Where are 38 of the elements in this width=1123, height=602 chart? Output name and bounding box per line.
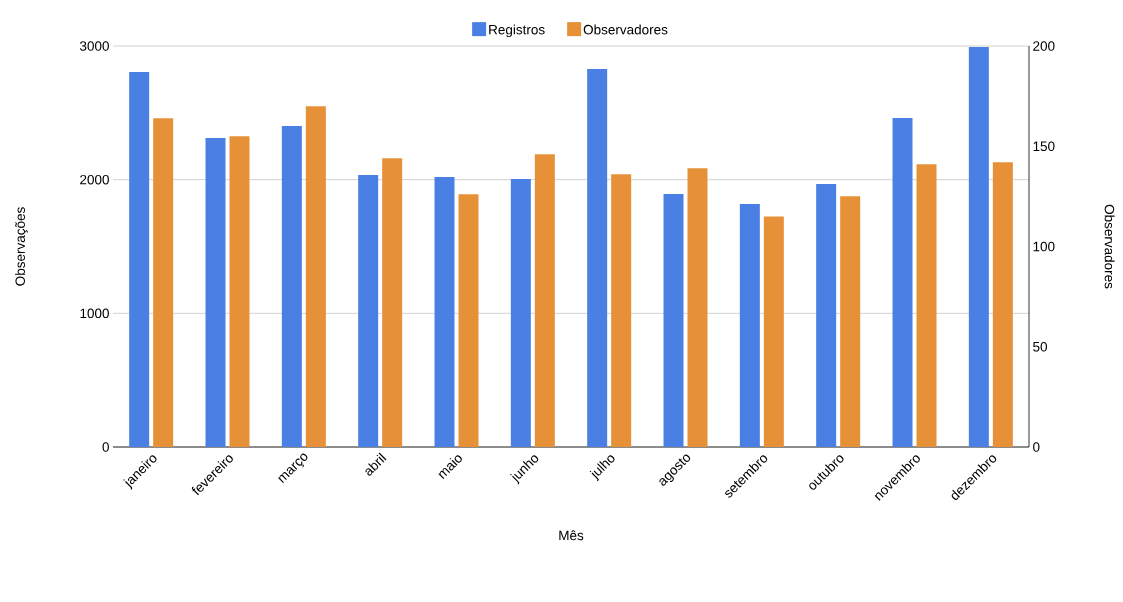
bar	[687, 168, 708, 447]
y-tick-label: 0	[102, 442, 109, 452]
bar	[534, 154, 555, 447]
legend-label: Observadores	[583, 24, 668, 35]
bar	[229, 136, 250, 447]
legend-label: Registros	[489, 24, 545, 38]
bar	[840, 196, 861, 447]
bar	[968, 46, 989, 447]
bar	[763, 216, 784, 447]
bar	[205, 137, 226, 447]
bar	[358, 174, 379, 447]
bar	[434, 176, 455, 447]
y-tick-label: 2000	[80, 174, 109, 185]
y2-tick-label: 150	[1033, 141, 1055, 152]
bar	[816, 183, 837, 447]
bar	[510, 179, 531, 447]
y2-tick-label: 0	[1033, 442, 1040, 452]
y2-tick-label: 100	[1033, 241, 1055, 252]
x-axis-title: Mês	[559, 530, 584, 541]
bar	[382, 158, 403, 447]
y2-tick-label: 50	[1033, 341, 1048, 352]
bar	[153, 118, 174, 447]
bar	[458, 194, 479, 447]
bar	[916, 164, 937, 447]
bar	[992, 162, 1013, 447]
y-axis-title: Observações	[15, 207, 28, 286]
y-tick-label: 3000	[79, 41, 109, 51]
y2-axis-title: Observadores	[1104, 204, 1115, 289]
bar	[611, 174, 632, 447]
bar	[129, 72, 150, 447]
bar	[892, 118, 913, 447]
bar	[305, 106, 326, 447]
y2-tick-label: 200	[1033, 41, 1055, 51]
bar	[587, 68, 608, 447]
y-tick-label: 1000	[80, 308, 109, 319]
bar	[739, 203, 760, 447]
bar	[663, 193, 684, 447]
bar	[281, 126, 302, 447]
